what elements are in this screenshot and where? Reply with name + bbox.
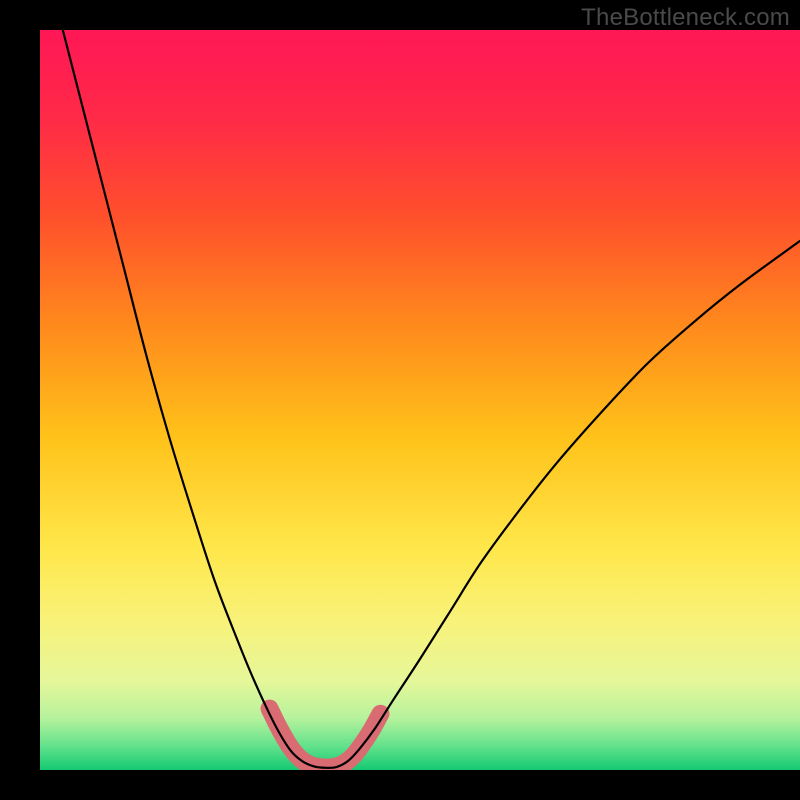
bottleneck-chart xyxy=(0,0,800,800)
chart-frame: TheBottleneck.com xyxy=(0,0,800,800)
watermark-text: TheBottleneck.com xyxy=(581,4,790,32)
